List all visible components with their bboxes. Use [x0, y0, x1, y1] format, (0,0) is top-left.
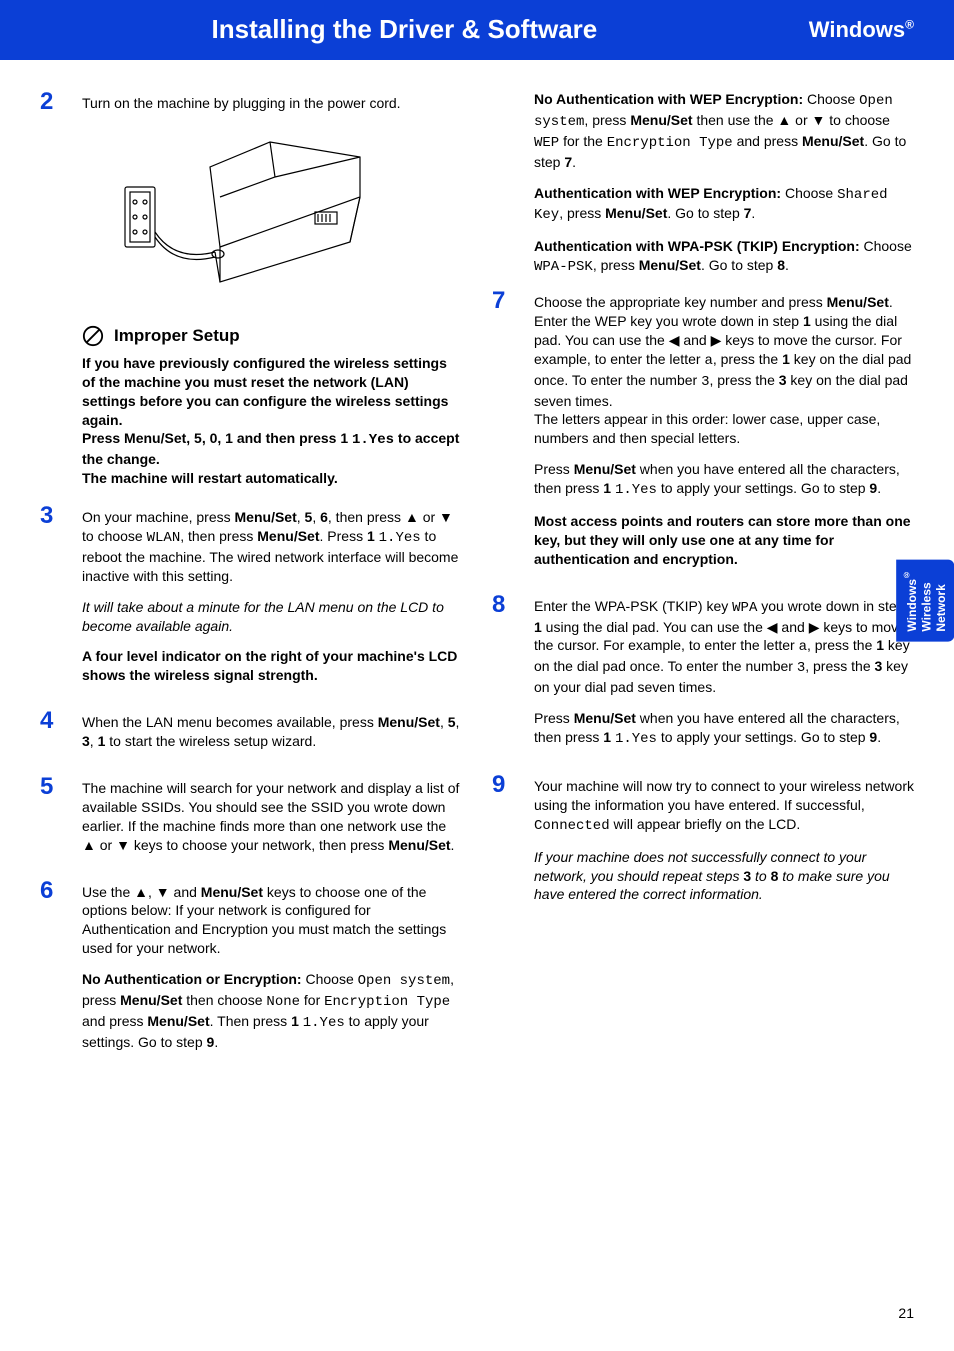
- improper-setup-title: Improper Setup: [114, 325, 240, 348]
- printer-illustration: [120, 137, 370, 307]
- step-6: 6 Use the ▲, ▼ and Menu/Set keys to choo…: [40, 879, 462, 1064]
- content: 2 Turn on the machine by plugging in the…: [0, 60, 954, 1076]
- step-number: 4: [40, 709, 68, 763]
- improper-setup-header: Improper Setup: [82, 325, 462, 348]
- step-number: 7: [492, 289, 520, 581]
- step-body: The machine will search for your network…: [82, 775, 462, 867]
- page-number: 21: [898, 1304, 914, 1323]
- step-2: 2 Turn on the machine by plugging in the…: [40, 90, 462, 125]
- header-platform: Windows®: [809, 15, 914, 45]
- step-number: 3: [40, 504, 68, 697]
- step-body: Enter the WPA-PSK (TKIP) key WPA you wro…: [534, 593, 914, 761]
- step-number: 6: [40, 879, 68, 1064]
- improper-setup-body: If you have previously configured the wi…: [82, 354, 462, 488]
- step-9: 9 Your machine will now try to connect t…: [492, 773, 914, 916]
- page-header: Installing the Driver & Software Windows…: [0, 0, 954, 60]
- step-4: 4 When the LAN menu becomes available, p…: [40, 709, 462, 763]
- step-8: 8 Enter the WPA-PSK (TKIP) key WPA you w…: [492, 593, 914, 761]
- side-tab: Windows® Wireless Network: [896, 560, 954, 642]
- wep-noauth-block: No Authentication with WEP Encryption: C…: [534, 90, 914, 277]
- step-number: 8: [492, 593, 520, 761]
- step-3: 3 On your machine, press Menu/Set, 5, 6,…: [40, 504, 462, 697]
- step-body: Turn on the machine by plugging in the p…: [82, 90, 462, 125]
- prohibit-icon: [82, 325, 104, 347]
- step-number: 9: [492, 773, 520, 916]
- step-body: On your machine, press Menu/Set, 5, 6, t…: [82, 504, 462, 697]
- right-column: No Authentication with WEP Encryption: C…: [492, 90, 914, 1076]
- step-number: 2: [40, 90, 68, 125]
- header-title: Installing the Driver & Software: [0, 12, 809, 47]
- step-number: 5: [40, 775, 68, 867]
- step-7: 7 Choose the appropriate key number and …: [492, 289, 914, 581]
- step-5: 5 The machine will search for your netwo…: [40, 775, 462, 867]
- step-body: Your machine will now try to connect to …: [534, 773, 914, 916]
- step-body: Use the ▲, ▼ and Menu/Set keys to choose…: [82, 879, 462, 1064]
- step-body: When the LAN menu becomes available, pre…: [82, 709, 462, 763]
- step-body: Choose the appropriate key number and pr…: [534, 289, 914, 581]
- left-column: 2 Turn on the machine by plugging in the…: [40, 90, 462, 1076]
